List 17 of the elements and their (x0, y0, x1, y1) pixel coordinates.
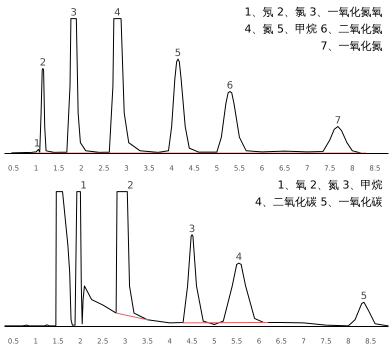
text: 1、氖 2、氯 3、一氧化氮氧 (244, 6, 383, 18)
annotation: 3 (188, 224, 196, 235)
annotation: 7 (334, 116, 342, 127)
annotation: 2 (127, 180, 134, 192)
annotation: 5 (360, 291, 368, 302)
annotation: 7、一氧化氮 (320, 40, 382, 52)
annotation: 1 (80, 180, 87, 192)
annotation: 4 (236, 252, 242, 264)
annotation: 2 (40, 58, 46, 69)
annotation: 6 (226, 80, 234, 92)
annotation: 5 (174, 48, 182, 60)
annotation: 1 (34, 138, 40, 150)
annotation: 4、二氧化碳 5、一氧化碳 (255, 196, 383, 208)
annotation: 4、氮 5、甲烷 6、二氧化氮 (244, 22, 383, 36)
annotation: 4 (114, 8, 121, 19)
annotation: 3 (70, 8, 77, 19)
text: 1、氧 2、氮 3、甲烷 (278, 178, 383, 192)
